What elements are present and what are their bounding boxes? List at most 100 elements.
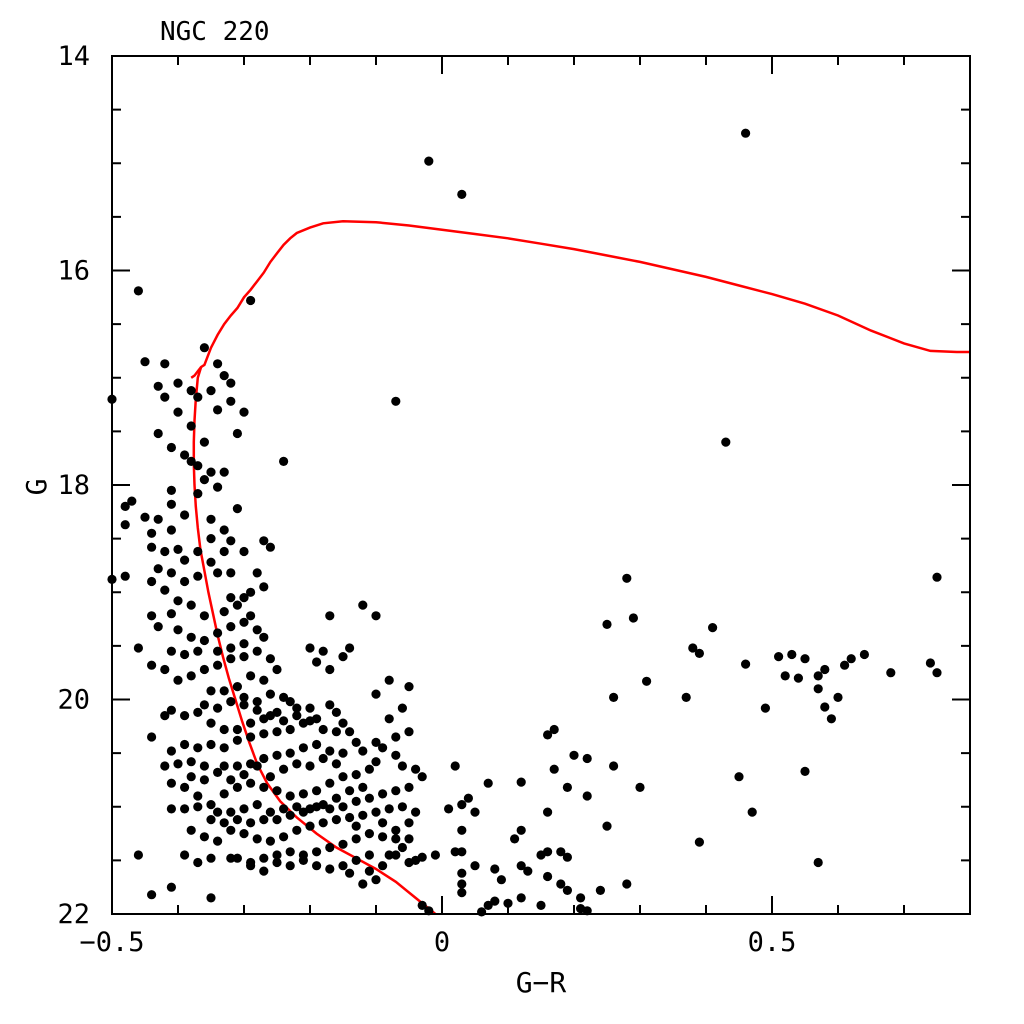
data-point xyxy=(246,587,256,597)
data-point xyxy=(147,576,157,587)
data-point xyxy=(140,512,150,522)
data-point xyxy=(609,761,619,771)
data-point xyxy=(272,850,282,860)
data-point xyxy=(226,568,236,578)
data-point xyxy=(708,623,718,633)
data-point xyxy=(430,850,440,860)
data-point xyxy=(120,571,130,581)
data-point xyxy=(391,732,401,742)
data-point xyxy=(147,732,157,742)
data-point xyxy=(232,815,242,825)
data-point xyxy=(232,782,242,793)
data-point xyxy=(226,622,236,632)
data-point xyxy=(186,671,196,681)
data-point xyxy=(213,646,223,656)
data-point xyxy=(186,600,196,610)
data-point xyxy=(186,772,196,782)
data-point xyxy=(272,786,282,796)
data-point xyxy=(391,834,401,844)
data-point xyxy=(391,750,401,760)
data-point xyxy=(219,743,229,753)
data-point xyxy=(213,568,223,578)
data-point xyxy=(681,692,691,703)
data-point xyxy=(312,739,322,750)
data-point xyxy=(411,807,421,817)
data-points xyxy=(107,128,942,917)
data-point xyxy=(186,632,196,642)
data-point xyxy=(239,829,249,839)
data-point xyxy=(496,875,506,885)
data-point xyxy=(239,692,249,703)
data-point xyxy=(556,879,566,889)
data-point xyxy=(285,791,295,801)
data-point xyxy=(285,861,295,871)
data-point xyxy=(265,772,275,782)
data-point xyxy=(549,724,559,735)
data-point xyxy=(206,815,216,825)
data-point xyxy=(279,716,289,726)
data-point xyxy=(219,371,229,381)
data-point xyxy=(226,378,236,388)
data-point xyxy=(925,658,936,668)
data-point xyxy=(166,499,176,509)
data-point xyxy=(404,834,414,844)
data-point xyxy=(193,392,203,402)
data-point xyxy=(325,778,335,788)
data-point xyxy=(351,796,361,807)
data-point xyxy=(562,782,573,793)
data-point xyxy=(404,782,414,793)
data-point xyxy=(483,778,493,788)
data-point xyxy=(338,748,348,758)
data-point xyxy=(516,861,526,871)
data-point xyxy=(331,759,341,769)
data-point xyxy=(358,746,368,756)
data-point xyxy=(351,770,361,780)
data-point xyxy=(562,852,573,862)
data-point xyxy=(206,718,216,728)
data-point xyxy=(246,818,256,828)
data-point xyxy=(193,489,203,499)
data-point xyxy=(160,546,170,557)
data-point xyxy=(351,855,361,866)
data-point xyxy=(628,613,639,623)
data-point xyxy=(470,861,480,871)
data-point xyxy=(576,893,586,903)
data-point xyxy=(635,782,645,793)
data-point xyxy=(239,652,249,662)
data-point xyxy=(602,821,612,831)
data-point xyxy=(193,802,203,812)
data-point xyxy=(384,714,394,724)
data-point xyxy=(252,697,262,707)
data-point xyxy=(246,718,256,728)
data-point xyxy=(206,514,216,524)
data-point xyxy=(252,800,262,810)
data-point xyxy=(331,793,341,803)
data-point xyxy=(358,600,368,610)
data-point xyxy=(285,748,295,758)
data-point xyxy=(206,893,216,903)
data-point xyxy=(378,832,388,842)
data-point xyxy=(206,557,216,567)
data-point xyxy=(213,703,223,713)
data-point xyxy=(213,359,223,369)
data-point xyxy=(147,890,157,900)
data-point xyxy=(543,730,553,740)
data-point xyxy=(272,664,282,675)
data-point xyxy=(622,879,632,889)
data-point xyxy=(325,700,335,710)
data-point xyxy=(219,467,229,477)
data-point xyxy=(232,724,242,735)
data-point xyxy=(457,825,467,835)
data-point xyxy=(147,528,157,538)
data-point xyxy=(351,821,361,831)
data-point xyxy=(133,850,143,860)
data-point xyxy=(252,761,262,771)
data-point xyxy=(457,189,467,199)
data-point xyxy=(800,654,810,664)
data-point xyxy=(820,702,830,712)
data-point xyxy=(543,871,553,882)
data-point xyxy=(199,437,209,447)
data-point xyxy=(562,885,573,896)
data-point xyxy=(239,593,249,603)
